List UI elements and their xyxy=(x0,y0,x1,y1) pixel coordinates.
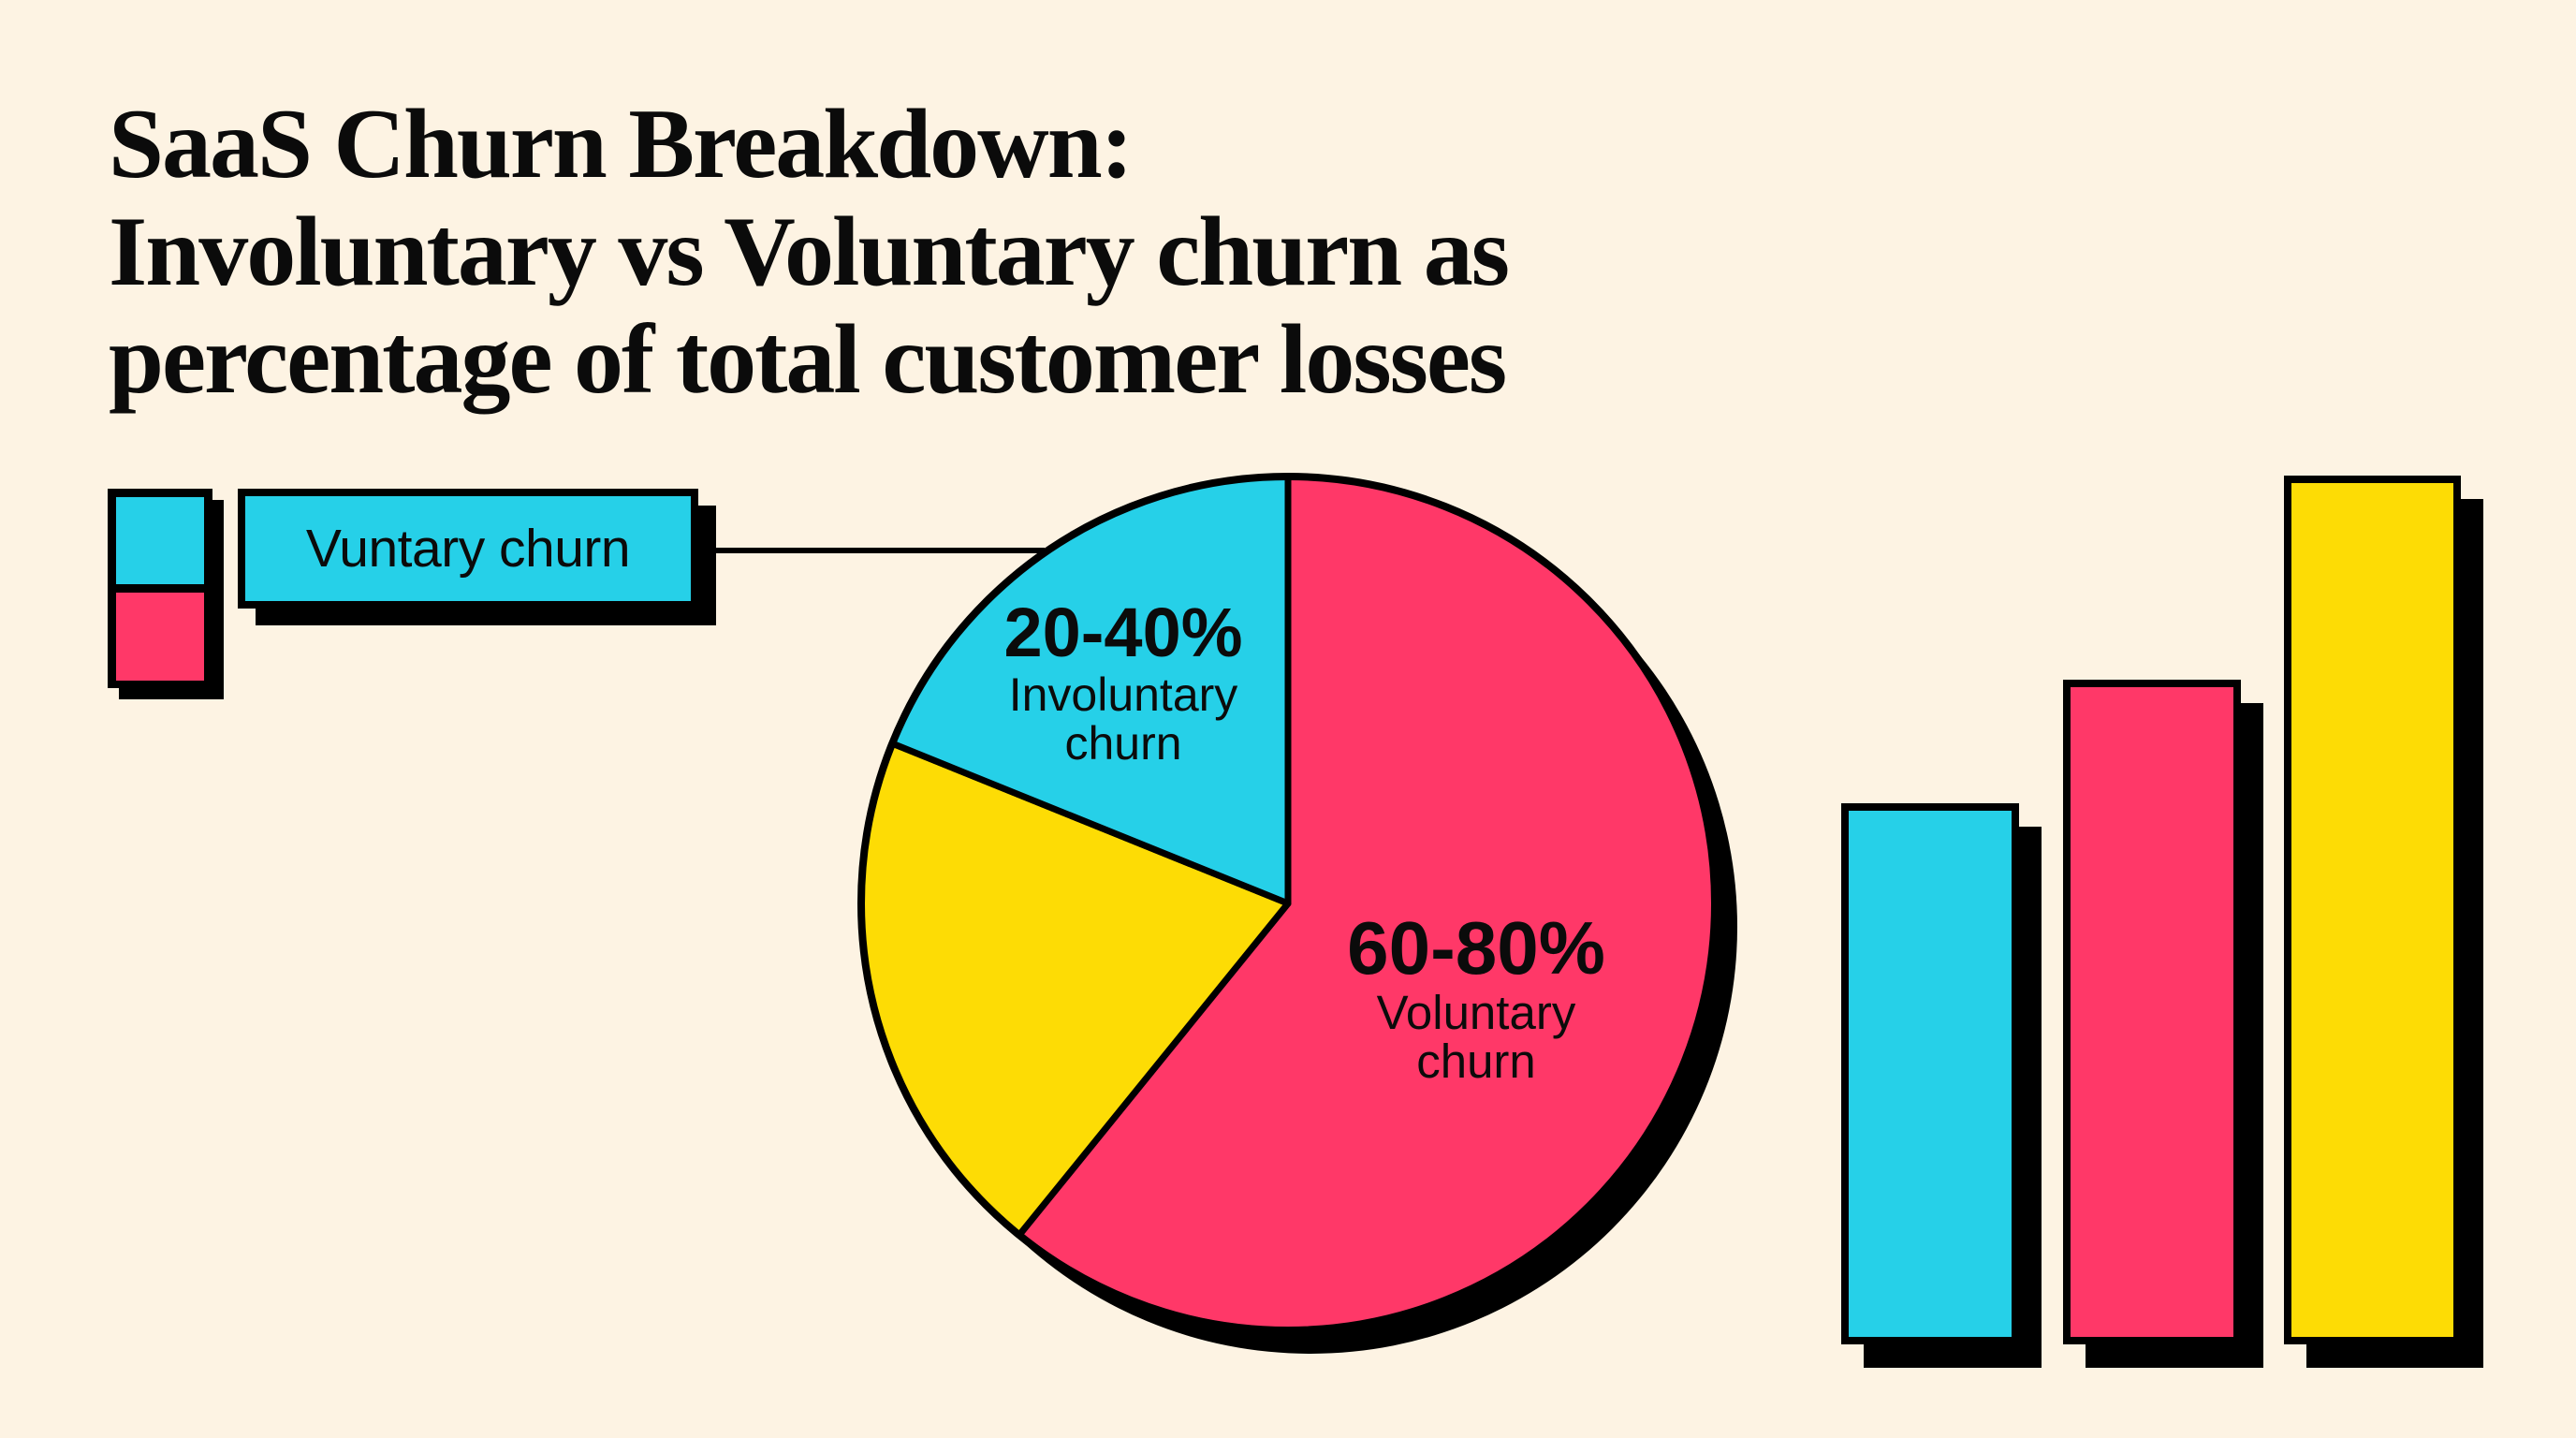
pie-label-voluntary: 60-80% Voluntary churn xyxy=(1347,908,1605,1086)
bar-pink-fill xyxy=(2063,680,2241,1344)
bar-pink[interactable] xyxy=(2063,680,2263,1368)
pie-label-involuntary-line2: churn xyxy=(1064,717,1182,770)
pie-label-voluntary-line2: churn xyxy=(1416,1034,1536,1088)
pie-label-voluntary-pct: 60-80% xyxy=(1347,906,1605,990)
legend-connector-line xyxy=(698,548,1045,553)
legend-swatch-cyan xyxy=(116,497,204,584)
pie-outline xyxy=(857,473,1719,1334)
bar-cyan-fill xyxy=(1841,803,2019,1344)
chart-title: SaaS Churn Breakdown: Involuntary vs Vol… xyxy=(109,89,1510,414)
legend-label-frame: Vuntary churn xyxy=(238,489,698,609)
bar-cyan[interactable] xyxy=(1841,803,2042,1368)
pie-label-involuntary: 20-40% Involuntary churn xyxy=(1003,594,1243,770)
legend-label-text: Vuntary churn xyxy=(305,519,631,579)
title-line-2: Involuntary vs Voluntary churn as xyxy=(109,197,1510,306)
title-line-3: percentage of total customer losses xyxy=(109,304,1507,414)
legend-swatches xyxy=(108,489,224,699)
pie-label-involuntary-pct: 20-40% xyxy=(1003,594,1243,671)
legend-swatch-pink xyxy=(116,593,204,681)
legend-label-box: Vuntary churn xyxy=(238,489,716,625)
bar-yellow-fill xyxy=(2284,476,2461,1344)
pie-label-voluntary-line1: Voluntary xyxy=(1376,986,1576,1039)
title-line-1: SaaS Churn Breakdown: xyxy=(109,89,1134,198)
pie-label-involuntary-line1: Involuntary xyxy=(1008,668,1238,721)
bar-yellow[interactable] xyxy=(2284,476,2483,1368)
